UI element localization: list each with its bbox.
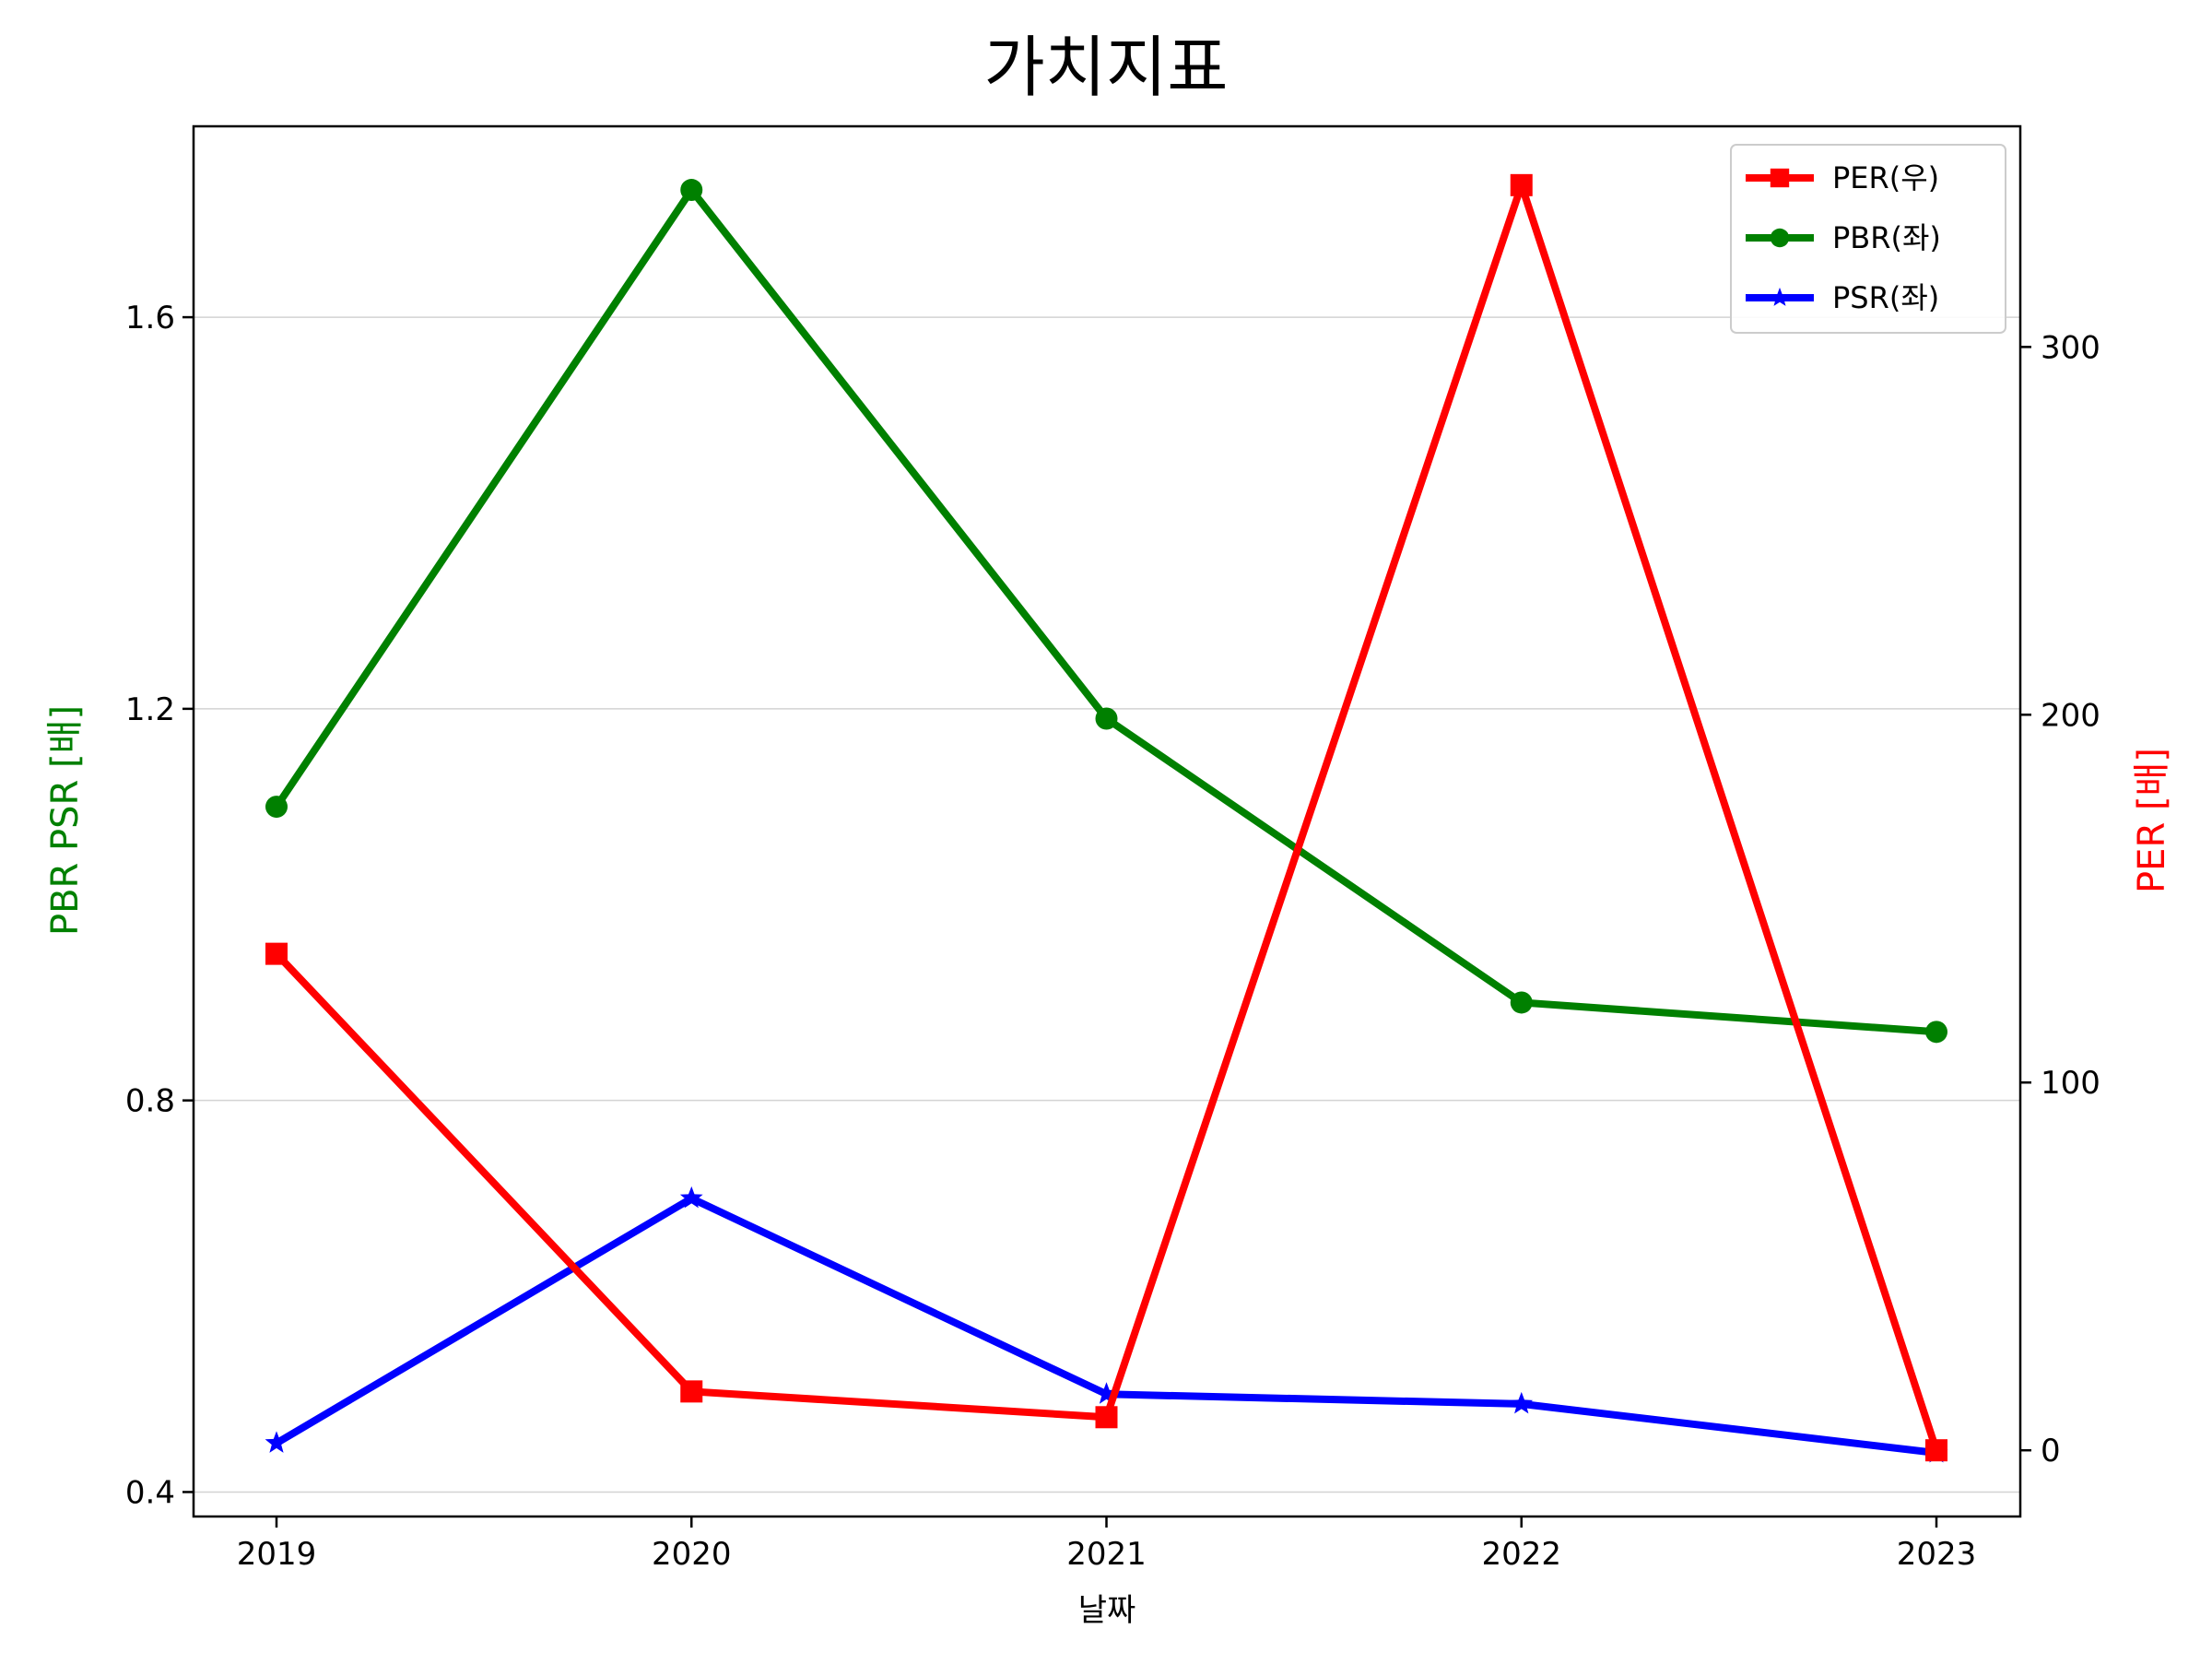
y-axis-right-label: PER [배] [2131,748,2173,893]
x-tick-label: 2022 [1481,1536,1561,1573]
data-point-square [680,1380,703,1403]
y-left-tick-label: 0.4 [125,1474,175,1511]
data-point-circle [1925,1021,1947,1044]
y-right-tick-label: 100 [2041,1065,2100,1102]
series-circle [265,179,1947,1044]
y-right-tick-label: 300 [2041,329,2100,366]
y-axis-left: 0.4 0.8 1.2 1.6 [125,300,194,1511]
data-point-circle [1510,991,1533,1014]
data-point-square [1095,1406,1118,1429]
legend-entry: PSR(좌) [1746,280,1939,315]
x-axis-label: 날짜 [1078,1592,1136,1629]
x-tick-label: 2020 [652,1536,732,1573]
data-point-star [1510,1391,1534,1414]
data-point-star [679,1186,703,1209]
series-group [265,173,1948,1463]
chart-title: 가치지표 [984,29,1229,106]
data-point-square [1770,168,1790,188]
series-square [265,173,1947,1462]
data-point-circle [1095,707,1118,730]
legend-label: PSR(좌) [1832,280,1939,315]
y-right-tick-label: 0 [2041,1433,2061,1469]
y-axis-right: 0 100 200 300 [2020,329,2100,1469]
y-right-tick-label: 200 [2041,697,2100,734]
data-point-square [1510,173,1533,196]
legend: PER(우) PBR(좌) PSR(좌) [1730,144,2006,334]
legend-label: PER(우) [1832,160,1939,195]
data-point-circle [1770,228,1790,248]
legend-entry: PER(우) [1746,160,1939,195]
legend-label: PBR(좌) [1832,220,1941,255]
x-tick-label: 2019 [237,1536,317,1573]
data-point-square [1925,1439,1947,1462]
data-point-star [1770,287,1790,306]
legend-box [1730,144,2006,334]
legend-entry: PBR(좌) [1746,220,1941,255]
data-point-star [265,1431,288,1453]
data-point-circle [680,179,703,202]
data-point-square [265,942,288,965]
x-axis: 2019 2020 2021 2022 2023 [237,1516,1977,1573]
x-tick-label: 2023 [1897,1536,1977,1573]
y-left-tick-label: 0.8 [125,1083,175,1120]
y-axis-left-label: PBR PSR [배] [44,705,87,936]
data-point-circle [265,796,288,819]
data-point-star [1095,1382,1118,1404]
y-left-tick-label: 1.2 [125,691,175,728]
x-tick-label: 2021 [1066,1536,1147,1573]
y-left-tick-label: 1.6 [125,300,175,336]
